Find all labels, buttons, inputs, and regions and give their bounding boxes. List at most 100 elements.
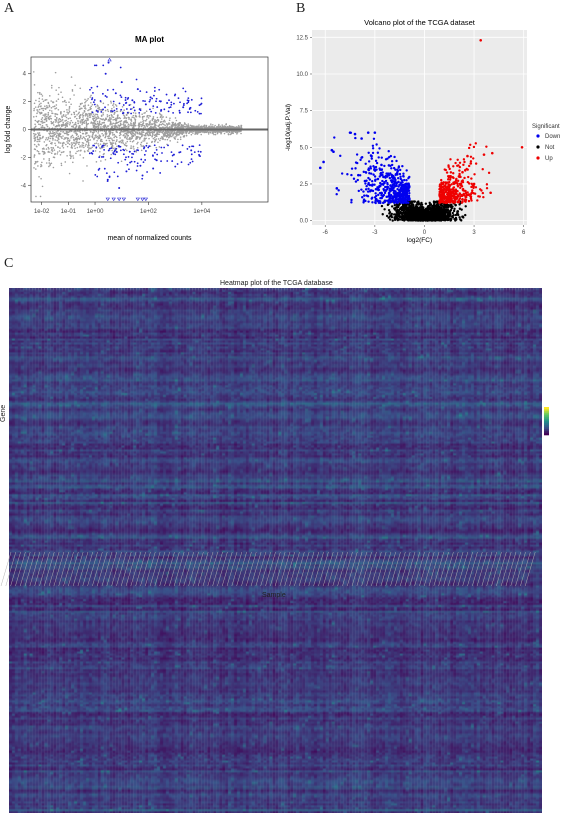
ma-point-grey	[79, 127, 81, 129]
ma-point-grey	[169, 117, 171, 119]
volcano-point-down	[322, 161, 325, 164]
ma-point-grey	[85, 115, 87, 117]
volcano-point-down	[374, 175, 376, 177]
ma-point-grey	[39, 109, 41, 111]
ma-point-blue	[131, 157, 133, 159]
volcano-point-down	[375, 188, 377, 190]
ma-point-significant	[190, 149, 192, 151]
ma-point-grey	[75, 116, 77, 118]
ma-point-blue	[102, 64, 104, 66]
volcano-point-not	[420, 212, 422, 214]
volcano-point-up	[472, 187, 474, 189]
ma-point-grey	[128, 126, 130, 128]
ma-point-grey	[37, 92, 39, 94]
ma-point-grey	[76, 114, 78, 116]
ma-point-grey	[111, 144, 113, 146]
volcano-point-not	[435, 219, 437, 221]
volcano-point-down	[374, 170, 376, 172]
ma-point-grey	[181, 132, 183, 134]
volcano-point-down	[379, 175, 381, 177]
volcano-point-down	[407, 177, 409, 179]
ma-point-grey	[96, 140, 98, 142]
ma-point-blue	[156, 98, 158, 100]
ma-point-grey	[94, 115, 96, 117]
volcano-point-down	[372, 152, 374, 154]
ma-point-grey	[44, 115, 46, 117]
ma-point-significant	[105, 73, 107, 75]
ma-point-grey	[54, 115, 56, 117]
ma-point-grey	[49, 151, 51, 153]
volcano-point-up	[486, 187, 488, 189]
ma-point-grey	[157, 142, 159, 144]
ma-point-grey	[138, 126, 140, 128]
ma-point-grey	[65, 120, 67, 122]
ma-point-grey	[127, 122, 129, 124]
ma-point-grey	[68, 101, 70, 103]
volcano-point-down	[391, 179, 393, 181]
ma-point-blue	[110, 157, 112, 159]
volcano-point-not	[460, 219, 462, 221]
ma-point-grey	[60, 131, 62, 133]
ma-point-grey	[62, 135, 64, 137]
ma-point-grey	[68, 109, 70, 111]
ma-point-grey	[180, 139, 182, 141]
ma-point-grey	[43, 110, 45, 112]
ma-point-blue	[140, 159, 142, 161]
ma-point-grey	[95, 114, 97, 116]
ma-point-blue	[97, 111, 99, 113]
volcano-point-down	[371, 197, 373, 199]
ma-point-grey	[113, 140, 115, 142]
ma-point-grey	[126, 114, 128, 116]
volcano-point-down	[356, 153, 358, 155]
volcano-point-down	[375, 160, 377, 162]
ma-point-grey	[70, 154, 72, 156]
ma-point-grey	[152, 118, 154, 120]
volcano-point-not	[402, 205, 404, 207]
ma-point-grey	[158, 119, 160, 121]
volcano-point-down	[403, 197, 406, 200]
ma-point-grey	[153, 138, 155, 140]
ma-point-grey	[168, 137, 170, 139]
ma-point-grey	[66, 109, 68, 111]
ma-point-grey	[103, 143, 105, 145]
ma-point-grey	[119, 137, 121, 139]
ma-point-grey	[161, 118, 163, 120]
ma-point-blue	[194, 151, 196, 153]
ma-point-grey	[179, 123, 181, 125]
ma-point-grey	[40, 124, 42, 126]
ma-point-grey	[35, 126, 37, 128]
ma-point-grey	[202, 131, 204, 133]
volcano-point-not	[417, 216, 419, 218]
ma-point-grey	[54, 132, 56, 134]
ma-point-grey	[89, 96, 91, 98]
ma-point-grey	[123, 121, 125, 123]
ma-point-grey	[218, 125, 220, 127]
ma-point-grey	[54, 153, 56, 155]
ma-point-grey	[113, 134, 115, 136]
ma-point-grey	[76, 118, 78, 120]
ma-point-grey	[84, 99, 86, 101]
ma-point-grey	[37, 111, 39, 113]
ma-point-blue	[121, 96, 123, 98]
volcano-point-down	[374, 179, 376, 181]
volcano-point-down	[401, 193, 403, 195]
ma-point-blue	[154, 144, 156, 146]
ma-point-grey	[222, 126, 224, 128]
ma-point-grey	[106, 133, 108, 135]
ma-point-grey	[171, 126, 173, 128]
ma-point-blue	[124, 159, 126, 161]
volcano-point-down	[375, 166, 377, 168]
ma-point-grey	[108, 137, 110, 139]
ma-point-blue	[91, 87, 93, 89]
volcano-point-up	[463, 158, 465, 160]
volcano-point-not	[396, 218, 398, 220]
volcano-point-down	[387, 172, 390, 175]
ma-point-grey	[53, 101, 55, 103]
volcano-point-up	[473, 173, 475, 175]
ma-point-grey	[103, 103, 105, 105]
ma-point-grey	[147, 126, 149, 128]
ma-point-grey	[99, 107, 101, 109]
ma-point-grey	[159, 112, 161, 114]
ma-point-grey	[56, 140, 58, 142]
volcano-point-not	[415, 207, 417, 209]
